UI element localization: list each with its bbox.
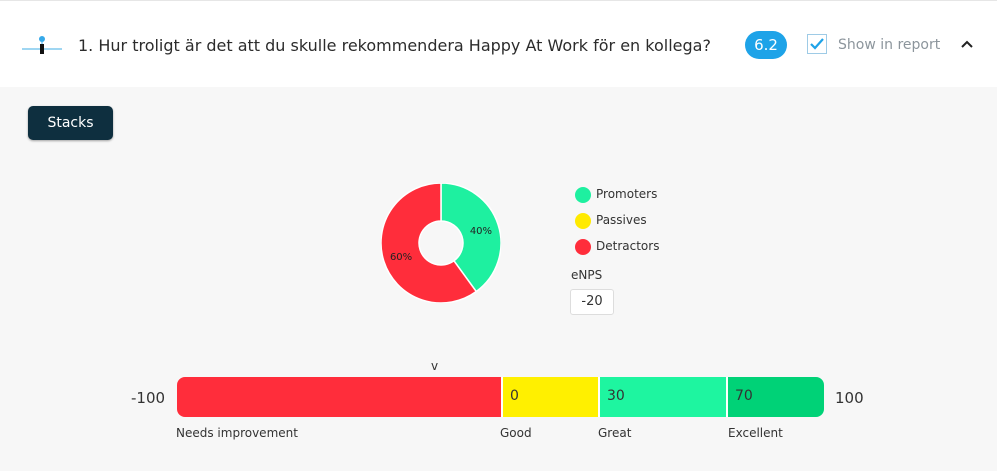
scale-max-label: 100 (835, 389, 864, 407)
segment-value: 30 (607, 388, 625, 404)
scale-label-needs-improvement: Needs improvement (176, 426, 298, 440)
scale-min-label: -100 (131, 389, 166, 407)
show-in-report-label[interactable]: Show in report (838, 37, 941, 53)
donut-label-promoters: 40% (470, 226, 492, 237)
donut-slice-promoters (440, 183, 501, 293)
segment-value: 70 (735, 388, 753, 404)
scale-segment-good: 0 (501, 377, 598, 417)
enps-donut-chart: 40% 60% (381, 183, 501, 303)
enps-value: -20 (570, 289, 614, 315)
scale-segment-excellent: 70 (726, 377, 824, 417)
scale-label-excellent: Excellent (728, 426, 783, 440)
legend-dot-passives (575, 213, 591, 229)
chevron-up-icon[interactable] (960, 39, 974, 49)
score-marker: v (431, 359, 439, 373)
legend-dot-detractors (575, 239, 591, 255)
score-badge: 6.2 (745, 31, 787, 59)
donut-label-detractors: 60% (390, 252, 412, 263)
legend-label: Promoters (596, 187, 658, 201)
show-in-report-checkbox[interactable] (807, 34, 827, 54)
legend-label: Passives (596, 213, 647, 227)
question-header: 1. Hur troligt är det att du skulle reko… (0, 0, 997, 87)
question-title: 1. Hur troligt är det att du skulle reko… (78, 36, 711, 55)
scale-label-great: Great (598, 426, 632, 440)
checkmark-icon (810, 38, 824, 50)
enps-label: eNPS (571, 268, 603, 282)
scale-segment-great: 30 (598, 377, 726, 417)
legend-label: Detractors (596, 239, 660, 253)
donut-slice-detractors (381, 183, 478, 303)
scale-label-good: Good (500, 426, 532, 440)
scale-segment-needs-improvement (177, 377, 501, 417)
slider-icon (22, 36, 62, 54)
legend-dot-promoters (575, 187, 591, 203)
segment-value: 0 (510, 388, 519, 404)
stacks-button[interactable]: Stacks (28, 106, 113, 140)
